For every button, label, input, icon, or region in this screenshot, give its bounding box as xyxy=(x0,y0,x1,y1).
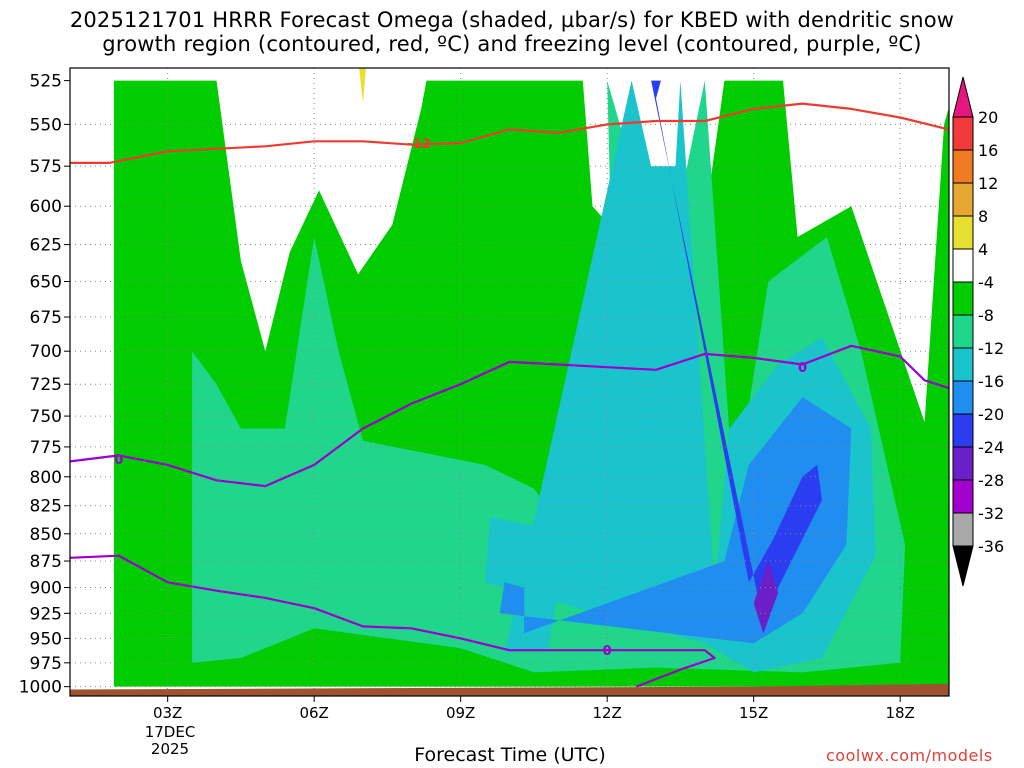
site-credit: coolwx.com/models xyxy=(826,746,993,765)
y-tick-label-850: 850 xyxy=(30,525,62,545)
omega-shading xyxy=(113,80,949,687)
colorbar-swatch-3 xyxy=(952,182,974,217)
colorbar-label-12: -32 xyxy=(978,504,1004,523)
colorbar-label-2: 12 xyxy=(978,174,998,193)
colorbar-swatch-8 xyxy=(952,347,974,382)
colorbar-swatch-6 xyxy=(952,281,974,316)
colorbar-swatch-11 xyxy=(952,446,974,481)
y-tick-label-950: 950 xyxy=(30,629,62,649)
colorbar-swatch-1 xyxy=(952,116,974,151)
x-tick-label-15Z: 15Z xyxy=(739,704,768,722)
y-tick-label-675: 675 xyxy=(30,308,62,328)
y-tick-label-600: 600 xyxy=(30,197,62,217)
y-axis-ticks: 525 550 575 600 625 650 675 700 725 750 775 800 825 8… xyxy=(19,72,70,698)
y-tick-label-800: 800 xyxy=(30,468,62,488)
x-tick-label-09Z: 09Z xyxy=(446,704,475,722)
omega-region-5 xyxy=(753,561,779,634)
date-day-label: 17DEC xyxy=(144,723,196,741)
colorbar-label-13: -36 xyxy=(978,537,1004,556)
contour-lines: -12 0 0 0 xyxy=(70,68,949,688)
x-axis-ticks: 03Z 06Z 09Z 12Z 15Z 18Z xyxy=(153,696,915,722)
contour-label-3: 0 xyxy=(603,644,612,659)
chart-title-line-2: growth region (contoured, red, ºC) and f… xyxy=(102,32,922,56)
plot-frame xyxy=(69,67,950,697)
y-tick-label-1000: 1000 xyxy=(19,678,62,698)
positive-omega-sliver xyxy=(359,68,366,104)
contour-line-1 xyxy=(70,344,949,488)
chart-title-line-1: 2025121701 HRRR Forecast Omega (shaded, … xyxy=(69,8,955,32)
colorbar-swatch-10 xyxy=(952,413,974,448)
y-tick-label-625: 625 xyxy=(30,236,62,256)
contour-label-2: 0 xyxy=(798,361,807,376)
y-tick-label-525: 525 xyxy=(30,72,62,92)
colorbar-label-0: 20 xyxy=(978,108,998,127)
colorbar-swatch-5 xyxy=(952,248,974,283)
date-year-label: 2025 xyxy=(150,740,190,758)
x-tick-label-18Z: 18Z xyxy=(885,704,914,722)
omega-region-4 xyxy=(651,80,822,624)
colorbar-label-7: -12 xyxy=(978,339,1004,358)
contour-line-2 xyxy=(70,554,716,688)
x-tick-label-12Z: 12Z xyxy=(592,704,621,722)
y-tick-label-900: 900 xyxy=(30,579,62,599)
contour-label-0: -12 xyxy=(407,137,431,152)
colorbar-bottom-arrow xyxy=(952,545,974,587)
y-tick-label-700: 700 xyxy=(30,342,62,362)
colorbar-swatch-9 xyxy=(952,380,974,415)
colorbar: 20 16 12 8 4 -4 -8 -12 -16 -20 -24 -28 -32 -36 xyxy=(952,76,1004,587)
colorbar-swatch-7 xyxy=(952,314,974,349)
colorbar-label-1: 16 xyxy=(978,141,998,160)
y-tick-label-650: 650 xyxy=(30,272,62,292)
colorbar-label-6: -8 xyxy=(978,306,994,325)
colorbar-top-arrow xyxy=(952,76,974,118)
colorbar-label-4: 4 xyxy=(978,240,988,259)
ground-fill xyxy=(70,683,949,696)
colorbar-label-11: -28 xyxy=(978,471,1004,490)
x-tick-label-03Z: 03Z xyxy=(153,704,182,722)
colorbar-swatch-13 xyxy=(952,512,974,547)
colorbar-label-10: -24 xyxy=(978,438,1004,457)
y-tick-label-725: 725 xyxy=(30,375,62,395)
ground-layer xyxy=(70,683,949,696)
colorbar-swatch-4 xyxy=(952,215,974,250)
y-tick-label-875: 875 xyxy=(30,552,62,572)
colorbar-label-3: 8 xyxy=(978,207,988,226)
colorbar-swatch-2 xyxy=(952,149,974,184)
y-tick-label-975: 975 xyxy=(30,654,62,674)
y-tick-label-775: 775 xyxy=(30,438,62,458)
x-tick-label-06Z: 06Z xyxy=(299,704,328,722)
y-tick-label-575: 575 xyxy=(30,157,62,177)
contour-label-1: 0 xyxy=(114,453,123,468)
x-axis-label: Forecast Time (UTC) xyxy=(414,744,606,766)
colorbar-label-5: -4 xyxy=(978,273,994,292)
contour-line-0 xyxy=(70,102,949,164)
y-tick-label-825: 825 xyxy=(30,497,62,517)
y-tick-label-750: 750 xyxy=(30,407,62,427)
colorbar-label-9: -20 xyxy=(978,405,1004,424)
colorbar-label-8: -16 xyxy=(978,372,1004,391)
y-tick-label-925: 925 xyxy=(30,604,62,624)
y-tick-label-550: 550 xyxy=(30,115,62,135)
colorbar-swatch-12 xyxy=(952,479,974,514)
